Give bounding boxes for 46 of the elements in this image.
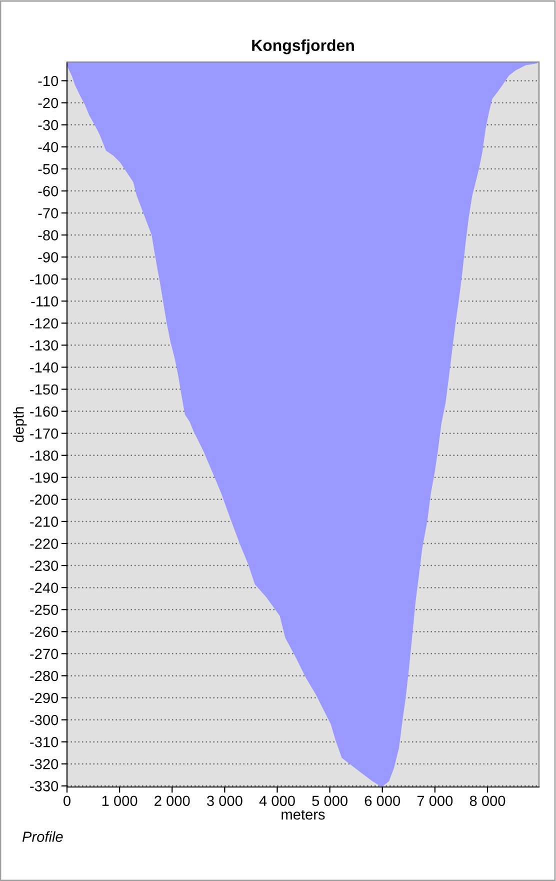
y-tick-label: -100 xyxy=(30,274,58,284)
x-tick-label: 4 000 xyxy=(259,796,295,806)
y-tick-label: -110 xyxy=(31,296,58,307)
x-tick-label: 7 000 xyxy=(417,796,453,806)
y-tick-label: -140 xyxy=(30,362,58,373)
y-tick-label: -290 xyxy=(30,692,58,704)
x-tick-label: 3 000 xyxy=(206,796,242,806)
y-tick-label: -220 xyxy=(30,538,58,549)
y-tick-label: -260 xyxy=(30,626,58,638)
y-tick-label: -20 xyxy=(38,98,58,108)
y-axis-title: depth xyxy=(13,407,27,442)
text: Profile xyxy=(22,831,63,842)
y-tick-label: -230 xyxy=(30,560,58,571)
x-tick-label: 1 000 xyxy=(102,796,138,806)
y-tick-label: -120 xyxy=(30,318,58,329)
y-tick-label: -190 xyxy=(30,472,58,483)
y-tick-label: -250 xyxy=(30,604,58,616)
y-tick-label: -10 xyxy=(38,76,58,86)
y-tick-label: -170 xyxy=(30,428,58,439)
y-tick-label: -280 xyxy=(30,670,58,682)
y-tick-label: -50 xyxy=(38,164,58,174)
y-tick-label: -180 xyxy=(30,450,58,461)
y-tick-label: -200 xyxy=(30,494,58,505)
y-tick-label: -90 xyxy=(38,252,58,262)
y-tick-label: -30 xyxy=(38,120,58,130)
y-tick-label: -320 xyxy=(30,758,58,770)
chart-title: Kongsfjorden xyxy=(252,39,354,54)
y-tick-label: -210 xyxy=(30,516,58,527)
x-tick-label: 2 000 xyxy=(154,796,190,806)
y-tick-label: -70 xyxy=(38,208,58,218)
x-tick-label: 5 000 xyxy=(312,796,348,806)
x-tick-label: 0 xyxy=(64,796,70,806)
y-tick-label: -130 xyxy=(30,340,58,351)
y-tick-label: -80 xyxy=(38,230,58,240)
y-tick-label: -300 xyxy=(30,714,58,726)
x-axis-title: meters xyxy=(282,810,325,820)
x-tick-label: 8 000 xyxy=(470,796,506,806)
y-tick-label: -60 xyxy=(38,186,58,196)
y-tick-label: -40 xyxy=(38,142,58,152)
y-tick-label: -160 xyxy=(30,406,58,417)
y-tick-label: -150 xyxy=(30,384,58,395)
y-tick-label: -310 xyxy=(30,736,58,748)
y-tick-label: -270 xyxy=(30,648,58,660)
y-tick-label: -240 xyxy=(30,582,58,593)
y-tick-label: -330 xyxy=(30,781,58,792)
x-tick-label: 6 000 xyxy=(364,796,400,806)
